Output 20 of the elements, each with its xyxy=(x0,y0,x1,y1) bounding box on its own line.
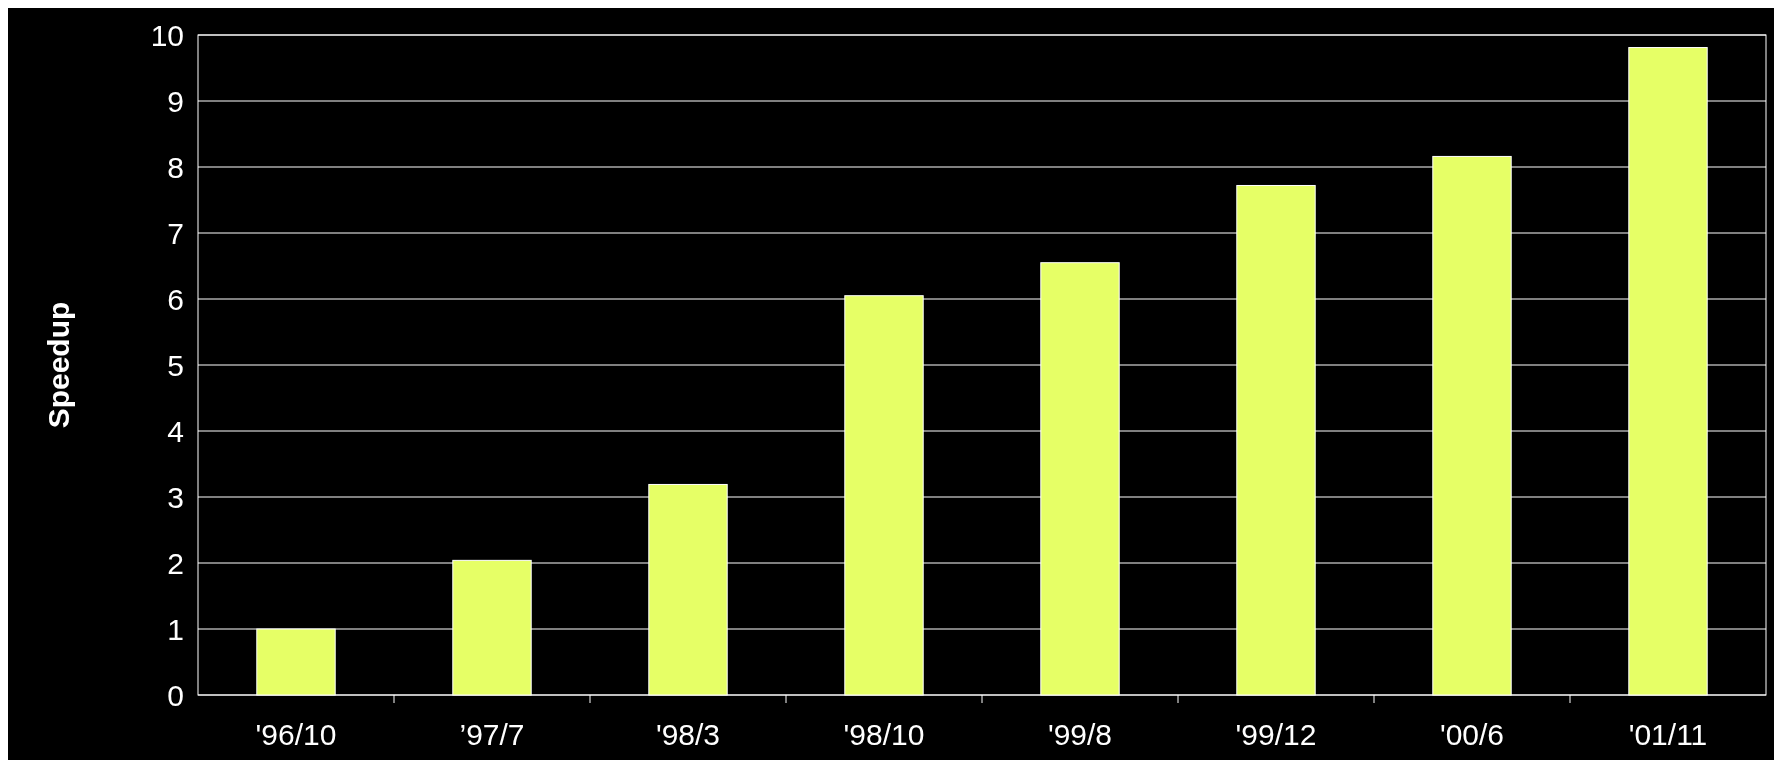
y-tick-label: 10 xyxy=(150,18,184,52)
y-tick-label: 7 xyxy=(167,216,184,250)
x-tick-label: ’97/7 xyxy=(459,718,525,751)
y-tick-label: 4 xyxy=(167,414,184,448)
x-tick-label: '98/10 xyxy=(843,718,925,751)
x-tick-label: '00/6 xyxy=(1439,718,1505,751)
x-tick-label: '99/12 xyxy=(1235,718,1317,751)
y-tick-label: 8 xyxy=(167,150,184,184)
y-tick-label: 1 xyxy=(167,612,184,646)
x-tick-label: '96/10 xyxy=(255,718,337,751)
x-tick-label: '01/11 xyxy=(1628,718,1708,751)
y-tick-label: 6 xyxy=(167,282,184,316)
y-tick-label: 0 xyxy=(167,678,184,712)
y-tick-label: 9 xyxy=(167,84,184,118)
y-tick-label: 2 xyxy=(167,546,184,580)
y-tick-label: 5 xyxy=(167,348,184,382)
y-axis-title: Speedup xyxy=(41,301,75,429)
x-tick-label: '98/3 xyxy=(655,718,721,751)
x-tick-label: '99/8 xyxy=(1047,718,1113,751)
y-tick-label: 3 xyxy=(167,480,184,514)
